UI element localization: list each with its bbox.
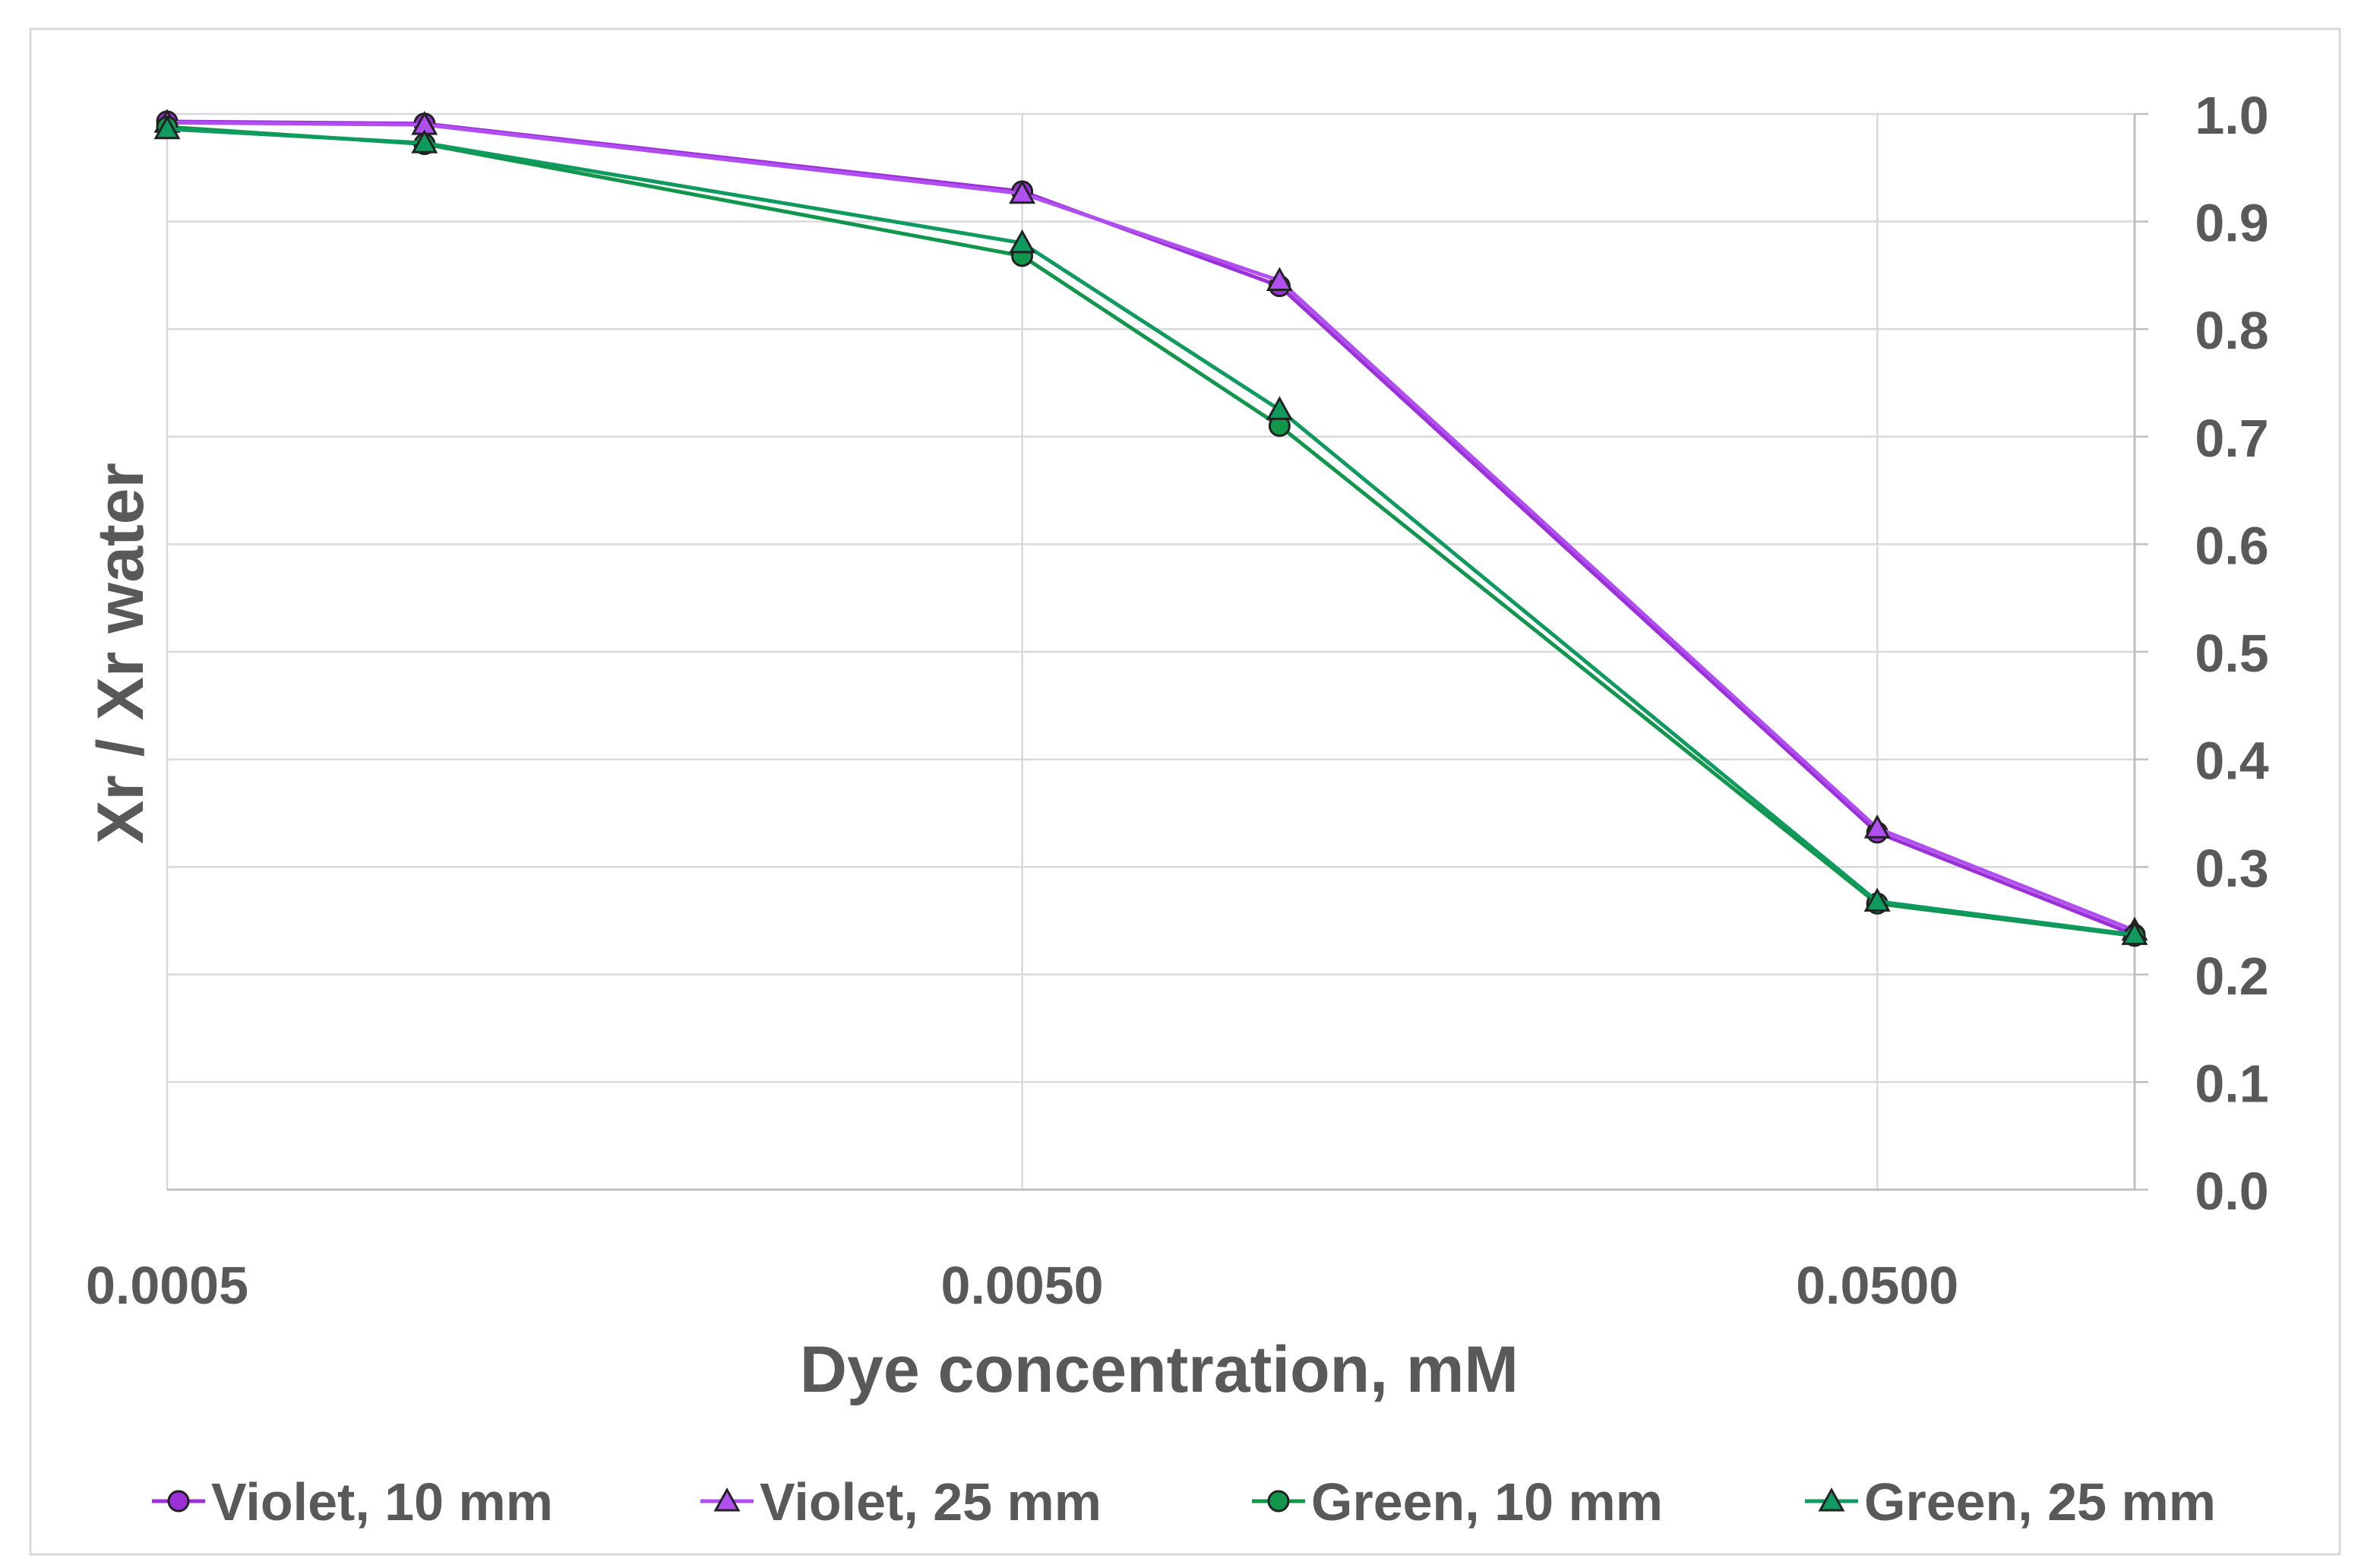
tick-labels: 0.0 0.1 0.2 0.3 0.4 0.5 0.6 0.7 0.8 0.9 1.0 0.0005 0…	[86, 86, 2269, 1315]
data-point	[1266, 267, 1293, 291]
legend-marker	[713, 1487, 741, 1512]
series-line	[166, 120, 2135, 933]
legend-item: Green, 10 mm	[1252, 1472, 1663, 1532]
data-point	[411, 129, 438, 153]
legend-marker	[167, 1490, 190, 1513]
data-point	[2121, 921, 2148, 945]
x-axis-title: Dye concentration, mM	[800, 1333, 1519, 1406]
data-point	[1009, 229, 1036, 254]
y-tick-label: 0.0	[2195, 1162, 2268, 1221]
legend-label: Green, 10 mm	[1311, 1472, 1663, 1532]
legend-label: Violet, 10 mm	[211, 1472, 553, 1532]
chart-frame	[29, 27, 2341, 1556]
legend-item: Green, 25 mm	[1805, 1472, 2216, 1532]
x-tick-label: 0.0500	[1796, 1256, 1958, 1315]
y-tick-label: 0.8	[2195, 301, 2268, 360]
series-green-25-mm	[153, 115, 2148, 945]
series-layer	[153, 109, 2148, 947]
y-tick-label: 0.6	[2195, 516, 2268, 575]
legend-marker	[1818, 1487, 1845, 1512]
y-tick-label: 0.2	[2195, 947, 2268, 1006]
legend-label: Violet, 25 mm	[760, 1472, 1101, 1532]
x-tick-label: 0.0005	[86, 1256, 248, 1315]
legend: Violet, 10 mm Violet, 25 mm Green, 10 mm Gr…	[152, 1472, 2216, 1532]
y-tick-label: 1.0	[2195, 86, 2268, 145]
grid	[166, 112, 2135, 1190]
y-tick-label: 0.5	[2195, 624, 2268, 683]
data-point	[1863, 814, 1891, 839]
y-tick-label: 0.3	[2195, 839, 2268, 898]
legend-item: Violet, 25 mm	[700, 1472, 1101, 1532]
y-tick-label: 0.9	[2195, 194, 2268, 253]
y-tick-label: 0.1	[2195, 1054, 2268, 1113]
axes	[167, 112, 2148, 1191]
x-tick-label: 0.0050	[941, 1256, 1104, 1315]
y-tick-label: 0.7	[2195, 409, 2268, 468]
data-point	[1863, 887, 1891, 912]
legend-label: Green, 25 mm	[1864, 1472, 2216, 1532]
legend-item: Violet, 10 mm	[152, 1472, 553, 1532]
y-axis-title: Xr / Xr water	[84, 463, 157, 844]
data-point	[1266, 396, 1293, 420]
legend-marker	[1267, 1490, 1290, 1513]
data-point	[153, 115, 181, 140]
data-point	[1009, 179, 1036, 204]
y-tick-label: 0.4	[2195, 732, 2268, 791]
series-line	[166, 127, 2135, 937]
